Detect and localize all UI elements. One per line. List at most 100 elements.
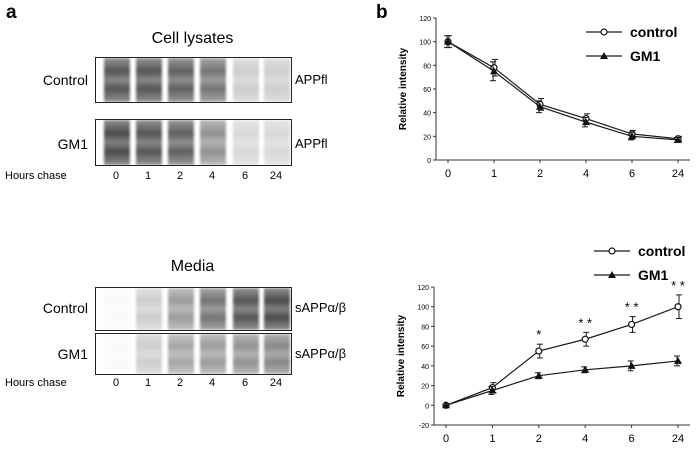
legend-item-gm1: GM1 — [594, 267, 669, 283]
marker-open-circle — [628, 320, 636, 329]
marker-filled-triangle — [444, 37, 452, 45]
marker-filled-triangle — [536, 102, 544, 110]
blot-lane — [136, 334, 162, 374]
y-tick-label: 40 — [421, 364, 429, 371]
series-line — [447, 41, 679, 140]
lane-label: 1 — [144, 170, 152, 182]
series-control — [442, 294, 682, 409]
blot-lane — [200, 334, 226, 374]
y-tick-label: 0 — [427, 158, 431, 165]
blot-lane — [200, 58, 226, 102]
legend-item-gm1: GM1 — [586, 48, 661, 64]
y-tick-label: 0 — [425, 403, 429, 410]
legend-item-control: control — [586, 24, 677, 40]
series-gm1 — [442, 355, 682, 409]
x-tick-label: 24 — [672, 433, 684, 445]
marker-filled-triangle — [674, 356, 682, 364]
x-tick-label: 6 — [629, 168, 635, 180]
cell-lysates-title: Cell lysates — [151, 30, 234, 47]
series-gm1 — [444, 35, 682, 143]
significance-stars: * * — [625, 300, 639, 315]
marker-open-circle — [581, 335, 589, 343]
blot-lane — [104, 58, 130, 102]
marker-filled-triangle — [628, 132, 636, 140]
blot-lane — [104, 334, 130, 374]
marker-filled-triangle — [488, 386, 497, 394]
series-line — [445, 306, 679, 406]
x-tick-label: 6 — [629, 433, 635, 445]
marker-filled-triangle — [534, 371, 543, 379]
marker-open-circle — [674, 303, 682, 311]
lane-label: 1 — [144, 377, 152, 389]
x-tick-label: 1 — [491, 168, 497, 180]
marker-filled-triangle — [600, 52, 608, 59]
y-tick-label: 100 — [417, 305, 429, 312]
media-control-blot — [95, 287, 292, 331]
media-lane-labels: 0 1 2 4 6 24 — [0, 377, 300, 393]
lysates-gm1-label: GM1 — [57, 136, 88, 152]
y-tick-label: 60 — [421, 344, 429, 351]
lane-label: 0 — [112, 377, 120, 389]
significance-stars: * * — [671, 278, 685, 293]
lane-label: 24 — [269, 170, 283, 182]
x-tick-label: 0 — [443, 433, 449, 445]
lysates-hours-label: Hours chase — [5, 170, 67, 182]
y-tick-label: 20 — [423, 134, 431, 141]
media-gm1-blot — [95, 333, 292, 375]
media-control-label: Control — [42, 300, 88, 316]
y-tick-label: 100 — [419, 40, 431, 47]
marker-open-circle — [608, 247, 616, 255]
blot-lane — [200, 288, 226, 330]
y-tick-label: 60 — [423, 87, 431, 94]
y-tick-label: 80 — [421, 324, 429, 331]
lysates-gm1-band-label: APPfl — [295, 136, 328, 151]
blot-lane — [264, 58, 290, 102]
y-tick-label: 80 — [423, 63, 431, 70]
y-tick-label: 120 — [417, 285, 429, 292]
x-tick-label: 4 — [582, 433, 588, 445]
blot-lane — [233, 288, 259, 330]
series-line — [445, 360, 679, 406]
blot-lane — [168, 334, 194, 374]
legend-label: GM1 — [630, 48, 661, 64]
media-gm1-band-label: sAPPα/β — [295, 346, 347, 361]
blot-lane — [168, 120, 194, 165]
lane-label: 6 — [241, 170, 249, 182]
blot-lane — [264, 288, 290, 330]
legend-label: GM1 — [638, 267, 669, 283]
y-tick-label: -20 — [419, 423, 429, 430]
blot-lane — [168, 58, 194, 102]
lysates-control-label: Control — [42, 72, 88, 88]
lane-label: 0 — [112, 170, 120, 182]
blot-lane — [136, 120, 162, 165]
legend-label: control — [638, 243, 685, 259]
lysates-control-blot — [95, 57, 292, 103]
panel-b-letter: b — [376, 2, 388, 23]
media-control-band-label: sAPPα/β — [295, 300, 347, 315]
media-hours-label: Hours chase — [5, 377, 67, 389]
significance-stars: * * — [578, 315, 592, 330]
legend-label: control — [630, 24, 677, 40]
blot-lane — [233, 58, 259, 102]
blot-lane — [264, 334, 290, 374]
y-tick-label: 120 — [419, 16, 431, 23]
y-axis-label: Relative intensity — [396, 314, 407, 397]
x-tick-label: 2 — [536, 433, 542, 445]
series-line — [447, 41, 679, 141]
x-tick-label: 4 — [583, 168, 589, 180]
blot-lane — [136, 288, 162, 330]
x-tick-label: 24 — [672, 168, 684, 180]
y-tick-label: 20 — [421, 384, 429, 391]
blot-lane — [104, 288, 130, 330]
marker-filled-triangle — [442, 401, 450, 409]
marker-filled-triangle — [490, 67, 498, 75]
x-tick-label: 0 — [445, 168, 451, 180]
marker-open-circle — [535, 347, 543, 355]
x-tick-label: 1 — [489, 433, 495, 445]
lane-label: 4 — [208, 170, 216, 182]
blot-lane — [168, 288, 194, 330]
marker-filled-triangle — [627, 361, 636, 369]
blot-lane — [264, 120, 290, 165]
marker-filled-triangle — [608, 271, 616, 278]
